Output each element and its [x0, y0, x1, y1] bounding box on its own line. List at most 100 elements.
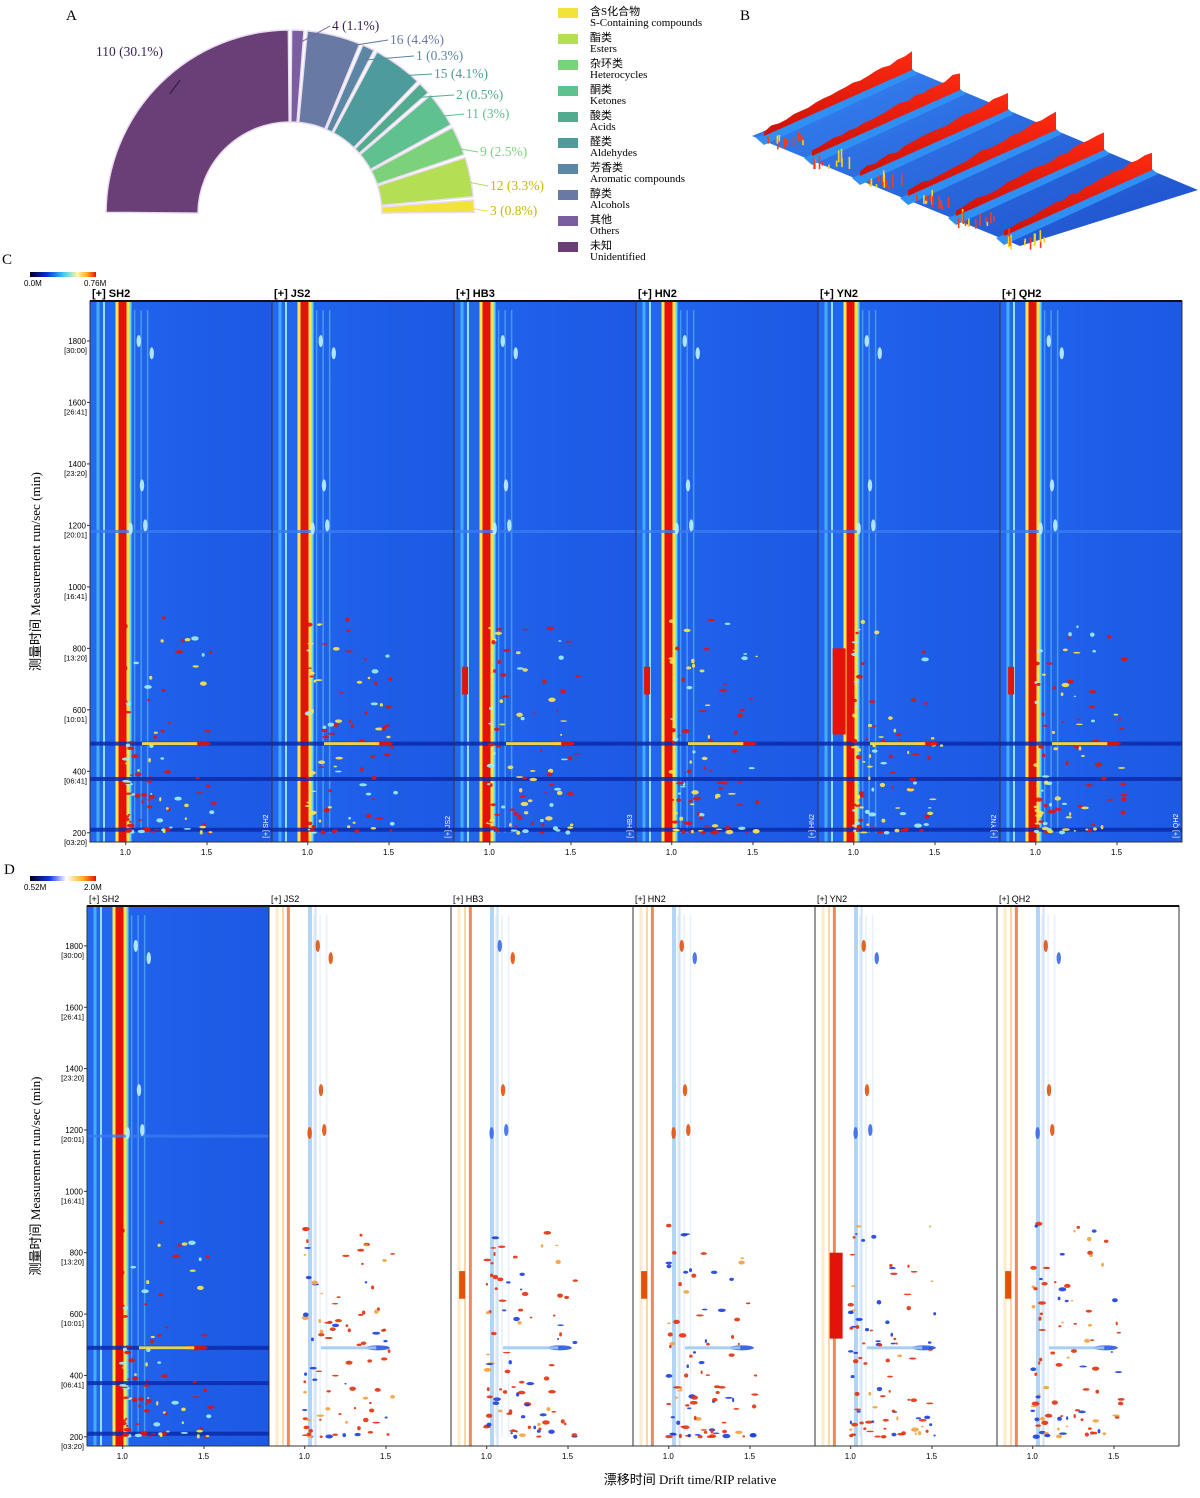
signal-spot [859, 795, 865, 798]
signal-spot [1073, 1229, 1076, 1233]
signal-spot [359, 1233, 363, 1237]
signal-spot [697, 1435, 703, 1439]
signal-spot [199, 1426, 203, 1430]
topographic-3d-plot [752, 51, 1198, 250]
signal-spot [379, 703, 383, 707]
signal-spot [701, 1308, 708, 1311]
signal-spot [359, 739, 365, 742]
legend-label-en-s_containing: S-Containing compounds [590, 17, 702, 29]
signal-spot [866, 765, 873, 768]
signal-spot [876, 1300, 882, 1305]
signal-spot [866, 823, 870, 827]
late-spot [1046, 1084, 1052, 1097]
late-spot [149, 347, 154, 360]
signal-spot [864, 809, 870, 814]
x-tick-label: 1.5 [1108, 1452, 1120, 1461]
signal-spot [306, 713, 313, 715]
late-spot [1050, 1123, 1055, 1136]
diff-streak [1042, 906, 1045, 1446]
signal-spot [933, 1312, 937, 1316]
b-rip-ridge-2 [812, 73, 960, 156]
signal-spot [369, 1408, 375, 1413]
signal-spot [509, 1429, 518, 1433]
signal-spot [485, 1363, 494, 1365]
signal-spot [1110, 1351, 1114, 1353]
signal-spot [1076, 1225, 1081, 1229]
signal-spot [165, 807, 169, 810]
signal-spot [850, 1285, 857, 1287]
signal-spot [708, 770, 714, 772]
signal-spot [700, 831, 706, 835]
signal-spot [1102, 1432, 1107, 1436]
signal-spot [692, 663, 696, 668]
late-spot [136, 1084, 142, 1097]
y-tick-label: 600 [73, 706, 87, 715]
dimer-trace [689, 915, 692, 1437]
signal-spot [529, 769, 536, 772]
signal-spot [319, 1435, 323, 1438]
signal-spot [387, 1349, 391, 1353]
signal-spot [885, 1320, 890, 1325]
signal-spot [1087, 1427, 1092, 1430]
rip-edge [1039, 301, 1042, 842]
signal-spot [1084, 1432, 1089, 1437]
signal-spot [496, 745, 502, 748]
signal-spot [851, 1422, 858, 1427]
signal-spot [921, 650, 926, 654]
signal-spot [1036, 682, 1041, 686]
signal-spot [1101, 1262, 1104, 1267]
signal-spot [318, 819, 322, 823]
signal-spot [672, 737, 679, 742]
signal-spot [1067, 679, 1074, 684]
x-tick-label: 1.5 [198, 1452, 210, 1461]
signal-spot [852, 649, 859, 652]
signal-spot [557, 1293, 563, 1298]
late-spot [877, 347, 882, 360]
legend-swatch-acids [558, 112, 578, 122]
signal-spot [122, 1366, 126, 1369]
signal-spot [125, 1424, 129, 1427]
signal-spot [551, 1410, 557, 1413]
signal-spot [880, 739, 886, 743]
band-dark [272, 776, 454, 781]
signal-spot [1073, 1413, 1076, 1419]
late-spot [136, 334, 141, 347]
signal-spot [879, 1395, 886, 1398]
signal-spot [156, 818, 164, 823]
signal-spot [1120, 782, 1127, 786]
signal-spot [914, 1432, 917, 1435]
late-spot [867, 479, 873, 492]
signal-spot [156, 1401, 159, 1406]
signal-spot [171, 1400, 179, 1405]
panel-background [451, 906, 633, 1446]
signal-spot [308, 1428, 313, 1433]
signal-spot [748, 767, 755, 770]
diff-streak [678, 906, 681, 1446]
signal-spot [364, 1281, 368, 1284]
signal-spot [124, 624, 128, 629]
signal-spot [364, 658, 367, 661]
signal-spot [856, 748, 862, 752]
x-tick-label: 1.0 [845, 1452, 857, 1461]
dimer-trace [683, 915, 685, 1437]
signal-spot [1058, 830, 1066, 835]
signal-spot [307, 642, 314, 645]
signal-spot [483, 1258, 492, 1262]
signal-spot [172, 1254, 181, 1259]
signal-spot [322, 725, 327, 730]
y-tick-label: 400 [73, 767, 87, 776]
signal-spot [699, 669, 705, 673]
signal-spot [161, 616, 167, 620]
dimer-trace [497, 310, 500, 833]
signal-spot [556, 790, 563, 796]
signal-spot [124, 710, 132, 714]
signal-spot [927, 1341, 932, 1344]
pie-label-others: 4 (1.1%) [332, 18, 379, 33]
signal-spot [143, 1408, 150, 1413]
panel-label-b: B [740, 8, 750, 24]
late-spot [315, 939, 320, 952]
signal-spot [332, 1433, 339, 1436]
signal-spot [729, 1277, 734, 1281]
signal-spot [390, 1253, 396, 1255]
